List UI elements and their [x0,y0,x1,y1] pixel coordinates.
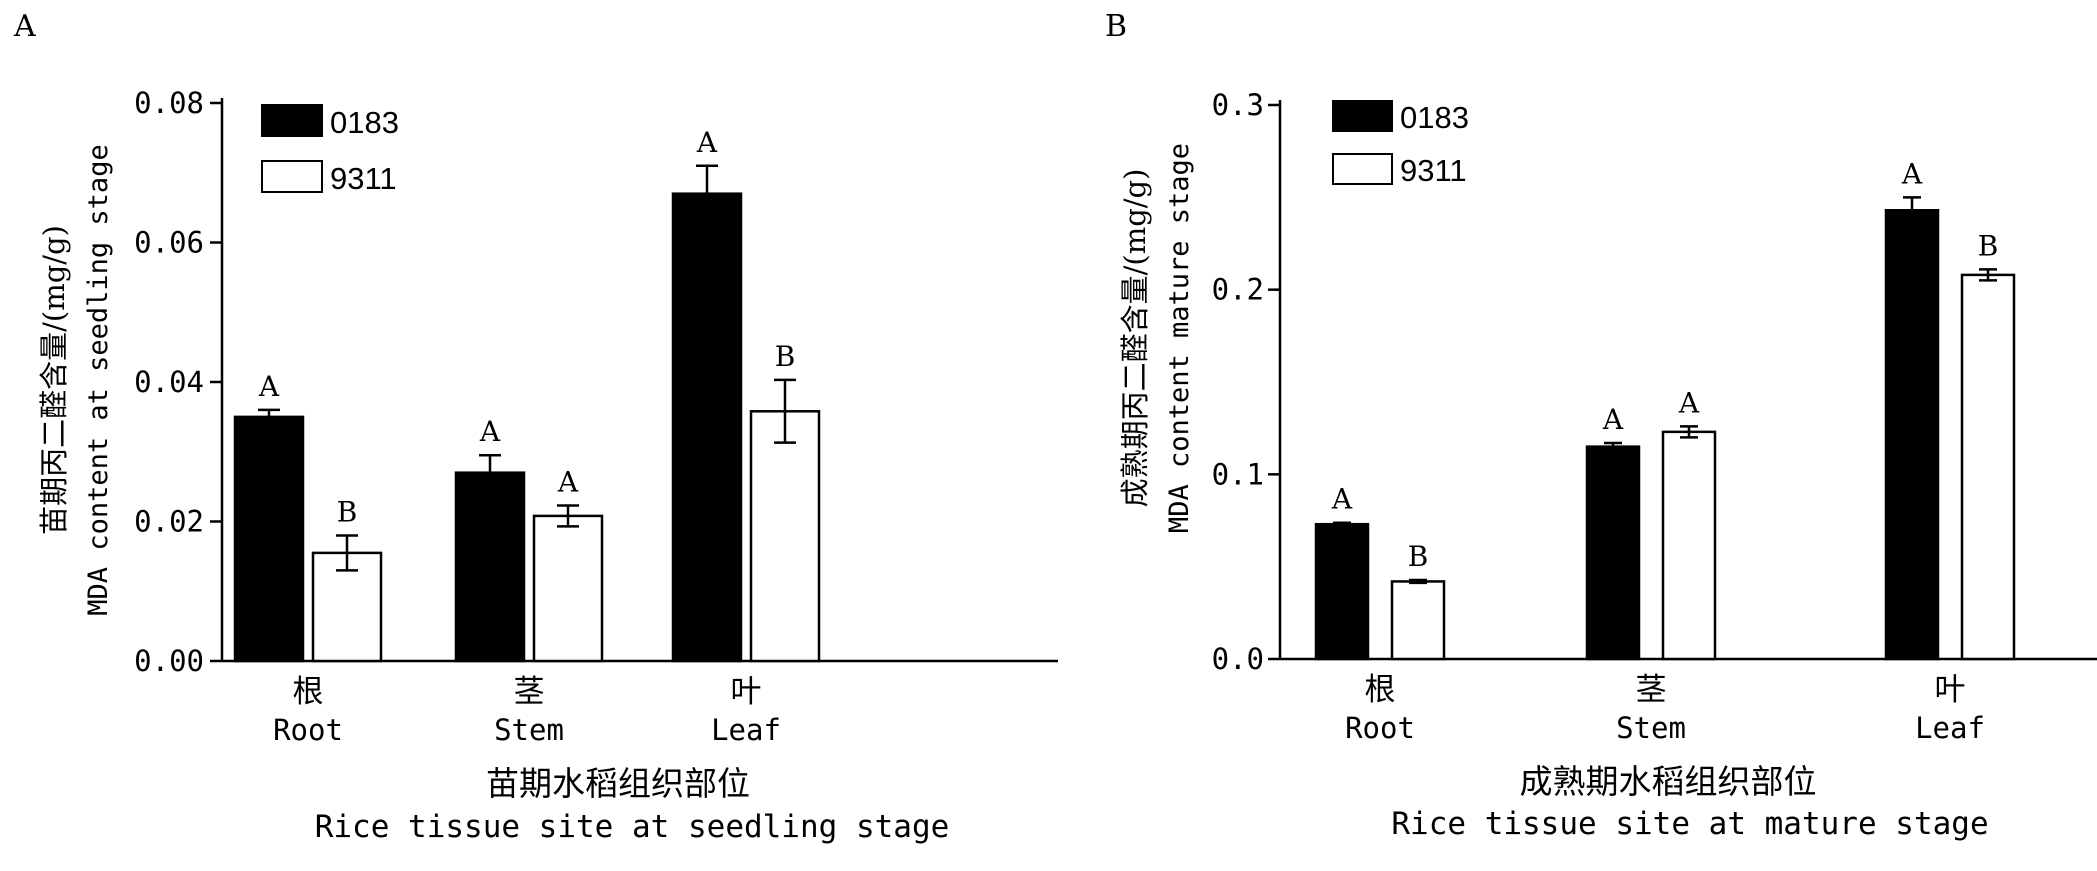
bar-0183 [1884,209,1940,661]
panel-label: B [1105,9,1127,44]
x-category-label-zh: 茎 [1636,672,1667,708]
significance-letter: A [479,415,501,448]
y-tick-label: 0.0 [1212,642,1264,676]
x-category-label-zh: 根 [1365,672,1396,708]
legend: 0183 9311 [261,104,399,196]
bar-0183 [454,471,526,663]
significance-letter: A [258,370,280,403]
bar-9311 [1661,430,1717,661]
x-category-label: Leaf [1915,711,1985,745]
significance-letter: B [337,495,358,528]
significance-letter: A [557,465,579,498]
y-axis-title-zh: 成熟期丙二醛含量/(mg/g) [1118,169,1152,508]
y-tick-label: 0.08 [134,86,204,120]
bar-0183 [233,415,305,663]
legend-swatch-9311 [261,160,323,193]
bar-0183 [671,192,743,663]
significance-letter: B [1408,540,1429,573]
bar-9311 [1960,273,2016,661]
bar-9311 [311,551,383,663]
legend: 0183 9311 [1332,100,1469,188]
y-axis-title-zh: 苗期丙二醛含量/(mg/g) [37,225,71,535]
bars: A A A B A B [1314,157,2016,661]
x-axis-title: Rice tissue site at seedling stage [315,809,950,845]
x-category-label-zh: 叶 [731,674,762,710]
x-axis-title-zh: 成熟期水稻组织部位 [1520,762,1817,801]
panel-label: A [13,9,36,44]
bar-9311 [749,410,821,663]
y-ticks: 0.0 0.1 0.2 0.3 [1212,88,1280,676]
y-axis-title: MDA content at seedling stage [83,144,114,615]
significance-letter: A [1602,403,1624,436]
bars: A A A B A B [233,126,821,663]
y-tick-label: 0.06 [134,226,204,260]
significance-letter: A [1901,157,1923,190]
y-tick-label: 0.02 [134,505,204,539]
y-ticks: 0.00 0.02 0.04 0.06 0.08 [134,86,222,678]
bar-0183 [1314,522,1370,661]
x-axis-title-zh: 苗期水稻组织部位 [486,764,750,803]
significance-letter: A [1678,386,1700,419]
bar-9311 [1390,580,1446,661]
x-category-label: Leaf [711,713,781,747]
legend-swatch-0183 [1332,100,1393,132]
x-category-label: Root [273,713,343,747]
significance-letter: A [1331,483,1353,516]
significance-letter: B [1978,229,1999,262]
legend-swatch-0183 [261,104,323,137]
bar-9311 [532,514,604,663]
significance-letter: B [775,340,796,373]
y-tick-label: 0.2 [1212,273,1264,307]
bar-0183 [1585,445,1641,661]
x-category-label: Root [1345,711,1415,745]
legend-swatch-9311 [1332,153,1393,185]
x-category-label: Stem [1616,711,1686,745]
y-tick-label: 0.3 [1212,88,1264,122]
x-category-label-zh: 根 [293,674,324,710]
legend-label-0183: 0183 [330,105,399,140]
x-category-label-zh: 叶 [1935,672,1966,708]
legend-label-9311: 9311 [1400,153,1467,188]
x-category-label: Stem [494,713,564,747]
x-category-label-zh: 茎 [514,674,545,710]
legend-label-0183: 0183 [1400,100,1469,135]
legend-label-9311: 9311 [330,161,397,196]
y-tick-label: 0.1 [1212,457,1264,491]
y-tick-label: 0.04 [134,365,204,399]
y-axis-title: MDA content mature stage [1164,143,1195,533]
y-tick-label: 0.00 [134,644,204,678]
significance-letter: A [696,126,718,159]
x-axis-title: Rice tissue site at mature stage [1391,806,1988,842]
